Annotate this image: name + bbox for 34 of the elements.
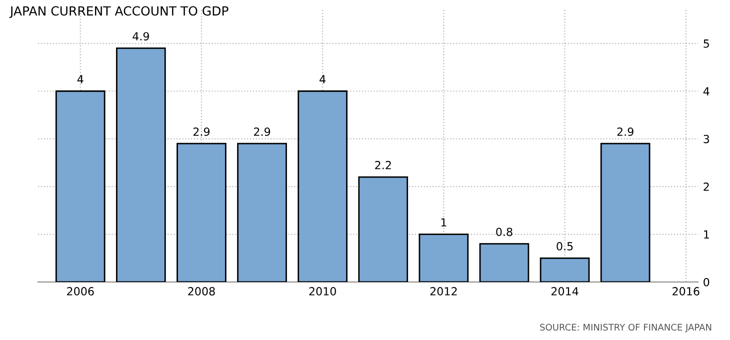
data-label: 2.9 (254, 128, 270, 136)
data-label: 2.9 (617, 128, 634, 136)
data-label: 0.8 (496, 228, 512, 236)
y-tick-label: 4 (703, 87, 710, 96)
bar (176, 142, 226, 282)
bar (298, 90, 348, 282)
y-tick-label: 1 (704, 230, 709, 238)
data-label: 2.2 (375, 160, 391, 170)
x-tick-label: 2014 (551, 287, 578, 296)
data-label: 4 (77, 75, 84, 84)
bar (237, 142, 287, 282)
y-tick-label: 5 (704, 40, 709, 48)
bar (418, 234, 469, 282)
bar (479, 243, 530, 282)
y-tick-label: 2 (704, 182, 709, 191)
x-tick-label: 2008 (188, 287, 215, 296)
data-label: 0.5 (556, 242, 573, 250)
bar (600, 142, 650, 282)
y-tick-label: 3 (704, 134, 710, 144)
x-tick-label: 2006 (67, 287, 94, 296)
bar (358, 176, 408, 282)
data-label: 4.9 (132, 32, 149, 40)
x-tick-label: 2016 (672, 287, 700, 296)
data-label: 4 (320, 75, 326, 84)
chart-title: JAPAN CURRENT ACCOUNT TO GDP (9, 6, 228, 18)
x-tick-label: 2010 (309, 287, 336, 296)
y-tick-label: 0 (704, 278, 710, 286)
data-label: 2.9 (193, 128, 210, 136)
source-note: SOURCE: MINISTRY OF FINANCE JAPAN (540, 324, 712, 332)
bar (55, 90, 106, 282)
bar (540, 257, 590, 282)
data-label: 1 (441, 218, 446, 226)
x-tick-label: 2012 (430, 287, 457, 296)
bar (116, 47, 166, 282)
